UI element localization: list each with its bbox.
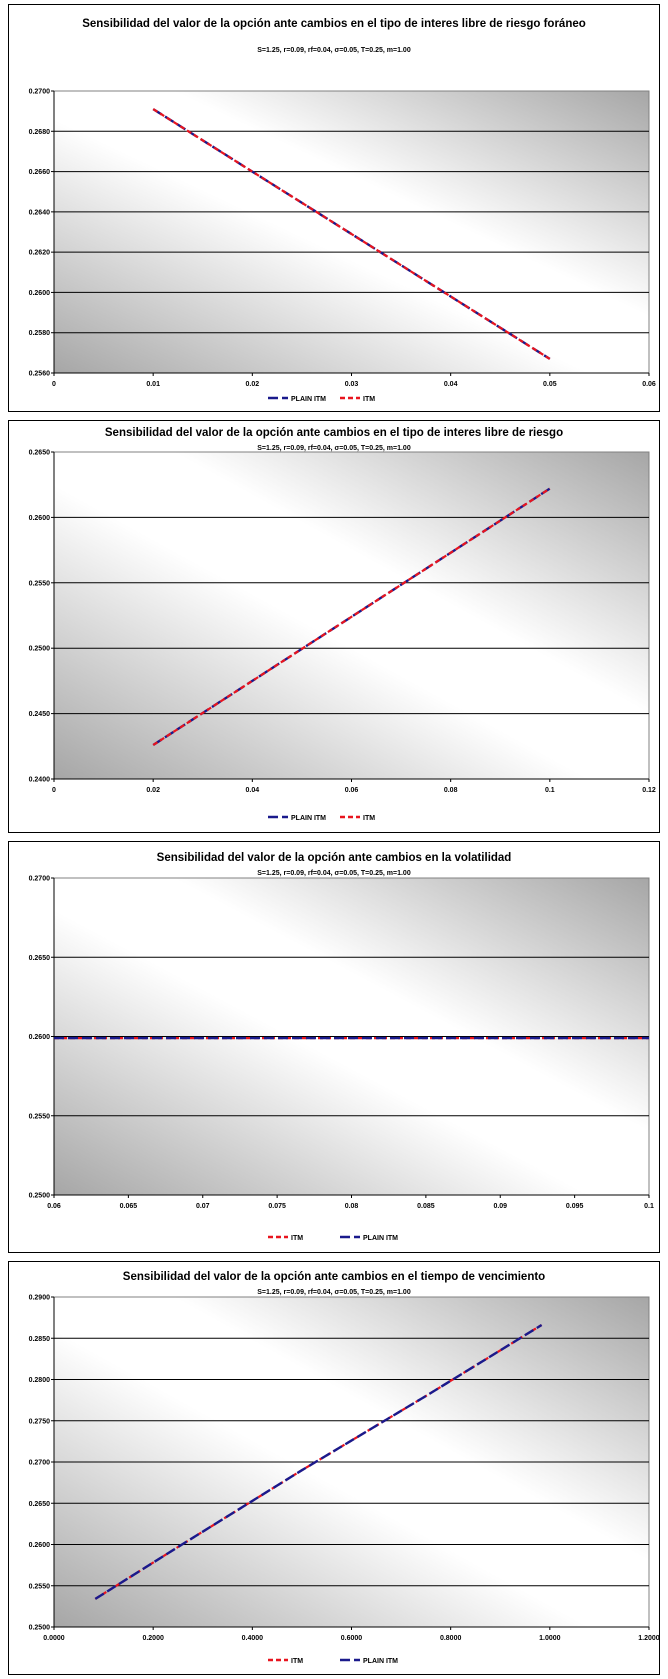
x-tick-label: 0.04 <box>246 787 260 794</box>
x-tick-label: 0.07 <box>196 1203 210 1210</box>
x-tick-label: 0.6000 <box>341 1635 363 1642</box>
legend: ITM PLAIN ITM <box>268 1235 398 1242</box>
y-tick-label: 0.2600 <box>29 515 51 522</box>
y-tick-label: 0.2550 <box>29 1583 51 1590</box>
x-tick-label: 0.08 <box>345 1203 359 1210</box>
chart-svg: Sensibilidad del valor de la opción ante… <box>29 1271 659 1665</box>
chart-volatility-sensitivity: Sensibilidad del valor de la opción ante… <box>8 841 660 1253</box>
x-tick-label: 0.06 <box>47 1203 61 1210</box>
y-tick-label: 0.2550 <box>29 1113 51 1120</box>
chart-title: Sensibilidad del valor de la opción ante… <box>123 1271 545 1283</box>
x-tick-label: 0.095 <box>566 1203 584 1210</box>
chart-svg: Sensibilidad del valor de la opción ante… <box>29 427 656 822</box>
y-tick-label: 0.2500 <box>29 1625 51 1632</box>
x-tick-label: 0.01 <box>146 381 160 388</box>
y-tick-label: 0.2550 <box>29 580 51 587</box>
x-tick-label: 0.03 <box>345 381 359 388</box>
y-tick-label: 0.2580 <box>29 330 51 337</box>
x-tick-label: 0.1 <box>644 1203 654 1210</box>
chart-subtitle: S=1.25, r=0.09, rf=0.04, σ=0.05, T=0.25,… <box>257 445 411 452</box>
legend: ITM PLAIN ITM <box>268 1658 398 1665</box>
chart-title: Sensibilidad del valor de la opción ante… <box>157 852 512 864</box>
chart-subtitle: S=1.25, r=0.09, rf=0.04, σ=0.05, T=0.25,… <box>257 870 411 877</box>
y-tick-label: 0.2500 <box>29 646 51 653</box>
x-tick-label: 0.05 <box>543 381 557 388</box>
x-tick-label: 0.075 <box>268 1203 286 1210</box>
x-tick-label: 0.02 <box>246 381 260 388</box>
y-tick-label: 0.2750 <box>29 1418 51 1425</box>
x-tick-label: 0.06 <box>642 381 656 388</box>
x-tick-label: 0.09 <box>493 1203 507 1210</box>
x-tick-label: 0 <box>52 787 56 794</box>
y-tick-label: 0.2650 <box>29 1501 51 1508</box>
x-tick-label: 0.04 <box>444 381 458 388</box>
y-tick-label: 0.2450 <box>29 711 51 718</box>
legend-label: PLAIN ITM <box>291 815 326 822</box>
y-tick-label: 0.2650 <box>29 955 51 962</box>
y-tick-label: 0.2900 <box>29 1295 51 1302</box>
series-line-itm <box>152 487 551 746</box>
chart-maturity-sensitivity: Sensibilidad del valor de la opción ante… <box>8 1261 660 1675</box>
y-tick-label: 0.2650 <box>29 450 51 457</box>
x-tick-label: 1.0000 <box>539 1635 561 1642</box>
legend-label: ITM <box>363 396 375 403</box>
x-tick-label: 0.2000 <box>142 1635 164 1642</box>
legend: PLAIN ITM ITM <box>268 396 375 403</box>
plot-area <box>53 90 650 374</box>
y-tick-label: 0.2600 <box>29 1034 51 1041</box>
legend-label: ITM <box>363 815 375 822</box>
legend-label: PLAIN ITM <box>363 1658 398 1665</box>
x-tick-label: 0.085 <box>417 1203 435 1210</box>
y-tick-label: 0.2680 <box>29 129 51 136</box>
x-tick-label: 0.1 <box>545 787 555 794</box>
chart-subtitle: S=1.25, r=0.09, rf=0.04, σ=0.05, T=0.25,… <box>257 1289 411 1296</box>
y-tick-label: 0.2660 <box>29 169 51 176</box>
series-line-plain-itm <box>94 1323 543 1600</box>
y-tick-label: 0.2600 <box>29 1542 51 1549</box>
x-tick-label: 0.12 <box>642 787 656 794</box>
legend: PLAIN ITM ITM <box>268 815 375 822</box>
chart-domestic-rate-sensitivity: Sensibilidad del valor de la opción ante… <box>8 420 660 833</box>
legend-label: ITM <box>291 1235 303 1242</box>
y-tick-label: 0.2700 <box>29 876 51 883</box>
x-tick-label: 0.8000 <box>440 1635 462 1642</box>
x-tick-label: 1.2000 <box>638 1635 659 1642</box>
chart-title: Sensibilidad del valor de la opción ante… <box>105 427 563 439</box>
y-tick-label: 0.2560 <box>29 371 51 378</box>
legend-label: PLAIN ITM <box>291 396 326 403</box>
chart-subtitle: S=1.25, r=0.09, rf=0.04, σ=0.05, T=0.25,… <box>257 47 411 54</box>
x-tick-label: 0 <box>52 381 56 388</box>
x-tick-label: 0.08 <box>444 787 458 794</box>
chart-svg: Sensibilidad del valor de la opción ante… <box>29 852 654 1242</box>
x-tick-label: 0.02 <box>146 787 160 794</box>
y-tick-label: 0.2640 <box>29 209 51 216</box>
x-tick-label: 0.0000 <box>43 1635 65 1642</box>
y-tick-label: 0.2700 <box>29 89 51 96</box>
x-tick-label: 0.06 <box>345 787 359 794</box>
y-tick-label: 0.2400 <box>29 777 51 784</box>
x-tick-label: 0.065 <box>120 1203 138 1210</box>
y-tick-label: 0.2500 <box>29 1193 51 1200</box>
chart-title: Sensibilidad del valor de la opción ante… <box>82 18 586 30</box>
chart-svg: Sensibilidad del valor de la opción ante… <box>29 18 656 403</box>
legend-label: ITM <box>291 1658 303 1665</box>
chart-foreign-rate-sensitivity: Sensibilidad del valor de la opción ante… <box>8 4 660 412</box>
legend-label: PLAIN ITM <box>363 1235 398 1242</box>
x-tick-label: 0.4000 <box>242 1635 264 1642</box>
y-tick-label: 0.2700 <box>29 1460 51 1467</box>
y-tick-label: 0.2800 <box>29 1377 51 1384</box>
y-tick-label: 0.2850 <box>29 1336 51 1343</box>
series-line-itm <box>152 108 551 360</box>
y-tick-label: 0.2620 <box>29 250 51 257</box>
y-tick-label: 0.2600 <box>29 290 51 297</box>
series-line-plain-itm <box>152 108 551 360</box>
